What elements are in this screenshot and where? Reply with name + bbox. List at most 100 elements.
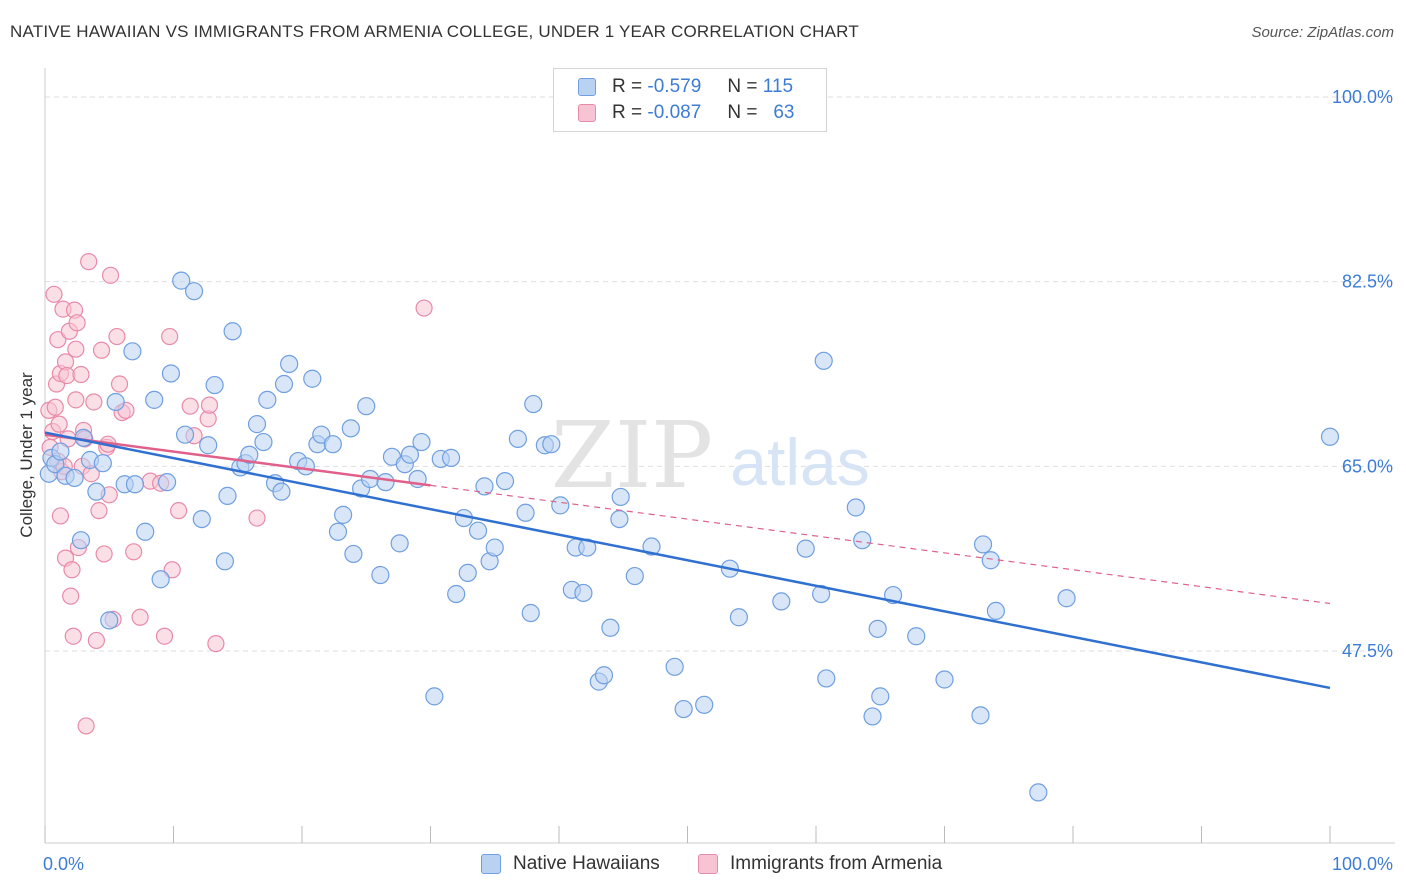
data-point-armenia	[85, 393, 103, 411]
trend-line-armenia-dashed	[430, 484, 1331, 605]
data-point-native	[425, 687, 444, 706]
data-point-native	[412, 432, 431, 452]
legend-r-value: -0.579	[647, 76, 702, 97]
data-point-native	[218, 486, 237, 505]
data-point-native	[172, 271, 191, 290]
data-point-native	[812, 584, 831, 604]
data-point-native	[907, 627, 926, 646]
data-point-armenia	[87, 631, 106, 650]
series-native	[39, 271, 1340, 802]
data-point-native	[247, 415, 267, 434]
data-point-armenia	[90, 502, 108, 520]
data-point-native	[371, 565, 390, 585]
data-point-armenia	[248, 509, 266, 527]
data-point-native	[468, 521, 488, 540]
y-tick-label: 100.0%	[1332, 87, 1393, 107]
x-tick-label: 100.0%	[1332, 854, 1393, 874]
data-point-native	[254, 432, 273, 452]
data-point-native	[65, 468, 84, 488]
data-point-armenia	[51, 507, 70, 525]
data-point-native	[100, 611, 119, 630]
gridlines	[45, 96, 1395, 652]
data-point-armenia	[161, 327, 179, 346]
data-point-native	[868, 619, 887, 638]
data-point-armenia	[72, 365, 90, 384]
watermark-atlas: atlas	[730, 425, 869, 499]
legend-label-native: Native Hawaiians	[513, 853, 660, 874]
trend-lines	[44, 431, 1331, 690]
data-point-native	[935, 670, 954, 689]
data-point-native	[594, 666, 614, 685]
data-point-armenia	[163, 561, 181, 579]
data-point-native	[71, 531, 91, 550]
data-point-native	[521, 603, 540, 623]
data-point-armenia	[415, 299, 433, 317]
data-point-armenia	[50, 415, 68, 433]
data-point-native	[184, 282, 204, 301]
y-tick-label: 82.5%	[1342, 272, 1393, 292]
watermark: ZIP atlas	[551, 402, 870, 509]
legend-swatch-native	[481, 854, 501, 874]
data-point-armenia	[95, 545, 113, 563]
trend-line-armenia	[44, 433, 431, 487]
data-point-native	[376, 473, 395, 492]
watermark-zip: ZIP	[551, 402, 713, 509]
data-point-armenia	[49, 331, 67, 349]
data-point-native	[601, 618, 620, 637]
data-point-native	[772, 592, 791, 611]
data-point-armenia	[101, 266, 120, 284]
data-point-native	[574, 583, 593, 603]
data-point-armenia	[125, 543, 143, 561]
data-point-native	[215, 552, 234, 571]
data-point-native	[508, 429, 527, 448]
data-point-native	[485, 538, 504, 557]
data-point-native	[695, 695, 714, 714]
legend-n-value: 63	[773, 102, 795, 123]
tick-labels: 47.5% 65.0% 82.5% 100.0% 0.0% 100.0%	[43, 87, 1393, 874]
data-point-native	[334, 505, 353, 524]
legend-n-label: N =	[727, 102, 758, 123]
data-point-native	[157, 473, 177, 492]
data-point-native	[328, 522, 348, 541]
data-point-native	[447, 584, 466, 604]
data-point-native	[846, 498, 865, 517]
data-point-native	[475, 477, 494, 496]
data-point-armenia	[45, 285, 63, 303]
data-point-native	[280, 354, 299, 374]
data-point-native	[458, 563, 477, 583]
legend-r-label: R =	[612, 76, 643, 97]
y-tick-label: 47.5%	[1342, 641, 1393, 661]
data-point-native	[192, 509, 211, 529]
data-point-native	[1057, 589, 1076, 608]
data-point-native	[973, 535, 993, 554]
legend-n-value: 115	[762, 76, 794, 97]
legend-swatch-native	[578, 78, 596, 96]
data-point-native	[175, 425, 195, 444]
data-point-armenia	[108, 327, 126, 346]
data-point-native	[524, 394, 543, 414]
data-point-armenia	[67, 340, 85, 358]
data-point-native	[223, 322, 242, 341]
data-point-armenia	[68, 314, 86, 332]
data-point-native	[145, 390, 164, 409]
data-point-native	[323, 435, 342, 454]
legend-item-armenia[interactable]: Immigrants from Armenia	[698, 851, 942, 877]
data-point-native	[205, 375, 224, 395]
data-point-native	[610, 509, 629, 529]
legend-item-native[interactable]: Native Hawaiians	[481, 851, 660, 877]
data-point-armenia	[200, 396, 219, 414]
data-point-native	[495, 472, 515, 491]
data-point-native	[814, 351, 833, 370]
data-point-native	[87, 482, 106, 501]
data-point-armenia	[63, 561, 81, 579]
data-point-armenia	[77, 717, 95, 735]
legend-row-armenia: R = -0.087 N = 63	[578, 100, 794, 126]
data-point-native	[542, 435, 561, 454]
legend-r-value: -0.087	[647, 102, 702, 123]
data-point-native	[136, 522, 155, 541]
data-point-native	[441, 448, 461, 467]
data-point-native	[51, 442, 70, 461]
data-point-native	[853, 531, 872, 550]
data-point-native	[125, 475, 145, 494]
legend-n-label: N =	[727, 76, 758, 97]
